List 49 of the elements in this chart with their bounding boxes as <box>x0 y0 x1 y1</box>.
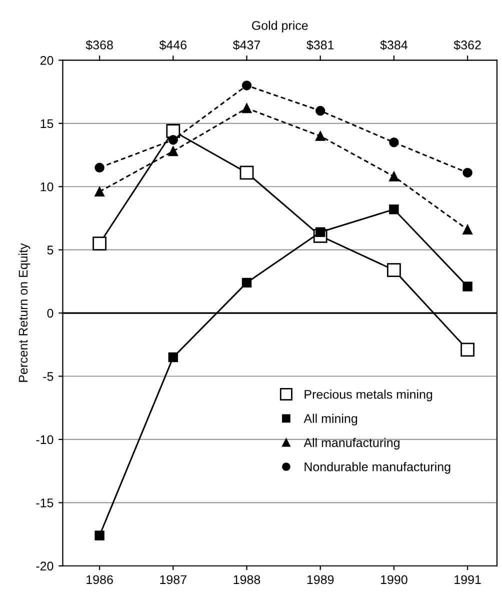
point <box>240 166 254 180</box>
x-tick-label: 1987 <box>160 575 186 584</box>
y-tick-label: 5 <box>47 246 54 254</box>
x-tick-label: 1988 <box>234 575 260 584</box>
y-tick-label: 10 <box>40 182 54 192</box>
point <box>168 146 178 156</box>
point <box>389 204 399 214</box>
point <box>389 138 399 148</box>
point <box>166 124 180 138</box>
point <box>168 352 178 362</box>
point <box>315 106 326 116</box>
text: $368 <box>86 40 113 50</box>
point <box>462 224 472 234</box>
point <box>242 80 252 90</box>
text: $384 <box>380 40 408 50</box>
x2-axis-title: Gold price <box>252 20 308 32</box>
point <box>462 282 472 292</box>
y-tick-label: 15 <box>40 119 54 128</box>
point <box>387 263 401 277</box>
point <box>94 162 104 173</box>
point <box>242 278 252 288</box>
y-tick-label: -5 <box>43 372 54 381</box>
x-tick-label: 1989 <box>307 575 334 584</box>
point <box>389 172 399 182</box>
legend-label: All mining <box>304 414 358 426</box>
legend-label: Nondurable manufacturing <box>304 462 450 474</box>
text: $381 <box>306 40 334 50</box>
point <box>315 131 326 141</box>
text: $437 <box>232 40 260 50</box>
x-tick-label: 1986 <box>86 575 113 584</box>
text: $446 <box>159 40 187 50</box>
legend-label: Precious metals mining <box>304 390 432 402</box>
point <box>94 530 104 540</box>
point <box>94 186 104 197</box>
x-tick-label: 1990 <box>380 575 408 584</box>
point <box>168 134 178 145</box>
x-tick-label: 1991 <box>454 575 481 584</box>
legend-label: All manufacturing <box>304 438 400 450</box>
point <box>462 168 472 178</box>
y-tick-label: -15 <box>36 498 54 508</box>
y-tick-label: -10 <box>36 435 54 444</box>
y-tick-label: 0 <box>47 308 54 318</box>
point <box>460 342 474 357</box>
point <box>242 103 252 114</box>
point <box>92 236 106 250</box>
y-tick-label: -20 <box>36 562 54 571</box>
y-axis-title: Percent Return on Equity <box>18 243 30 382</box>
text: $362 <box>454 40 481 50</box>
y-tick-label: 20 <box>40 56 54 65</box>
